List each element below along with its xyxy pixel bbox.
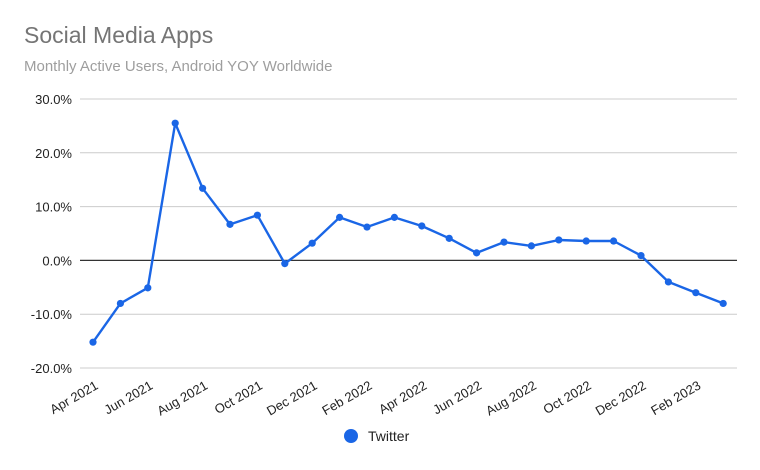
y-tick-label: -10.0% <box>31 307 73 322</box>
chart-title: Social Media Apps <box>24 22 214 48</box>
legend[interactable]: Twitter <box>344 428 409 444</box>
legend-label-twitter: Twitter <box>368 428 410 444</box>
x-tick-label: Apr 2021 <box>47 378 100 417</box>
data-point <box>692 289 700 297</box>
data-point <box>473 249 481 257</box>
data-point <box>226 220 234 228</box>
y-tick-label: 30.0% <box>35 92 72 107</box>
data-point <box>637 251 645 260</box>
data-point <box>116 299 124 308</box>
data-point <box>308 239 316 247</box>
y-tick-label: 10.0% <box>35 200 72 215</box>
legend-swatch-twitter <box>344 429 358 443</box>
data-point <box>281 260 289 268</box>
x-tick-label: Dec 2021 <box>264 378 320 419</box>
y-tick-label: -20.0% <box>31 361 73 376</box>
x-tick-label: Jun 2022 <box>430 378 484 418</box>
data-point <box>144 284 152 292</box>
x-tick-label: Feb 2023 <box>648 378 703 418</box>
x-tick-label: Aug 2021 <box>154 378 210 419</box>
data-point <box>719 299 727 308</box>
x-tick-label: Apr 2022 <box>376 378 429 417</box>
data-point <box>664 278 673 286</box>
y-tick-label: 0.0% <box>42 253 72 268</box>
data-point <box>89 338 97 346</box>
y-tick-label: 20.0% <box>35 146 72 161</box>
data-point <box>582 237 590 245</box>
data-point <box>390 213 398 221</box>
x-tick-label: Oct 2022 <box>541 378 594 417</box>
series-line-twitter <box>92 121 724 343</box>
chart-subtitle: Monthly Active Users, Android YOY Worldw… <box>24 58 333 75</box>
data-point <box>500 238 508 246</box>
data-point <box>445 234 453 242</box>
x-tick-label: Oct 2021 <box>212 378 265 417</box>
x-tick-label: Aug 2022 <box>483 378 539 419</box>
data-point <box>336 213 344 221</box>
data-point <box>253 211 261 219</box>
data-point <box>171 119 179 127</box>
x-tick-label: Dec 2022 <box>593 378 649 419</box>
x-tick-label: Jun 2021 <box>101 378 155 418</box>
data-point <box>363 223 371 231</box>
data-point <box>555 236 563 244</box>
x-tick-label: Feb 2022 <box>319 378 374 418</box>
data-point <box>610 237 618 245</box>
data-point <box>527 242 536 250</box>
data-point <box>199 184 207 192</box>
data-point <box>418 222 426 230</box>
